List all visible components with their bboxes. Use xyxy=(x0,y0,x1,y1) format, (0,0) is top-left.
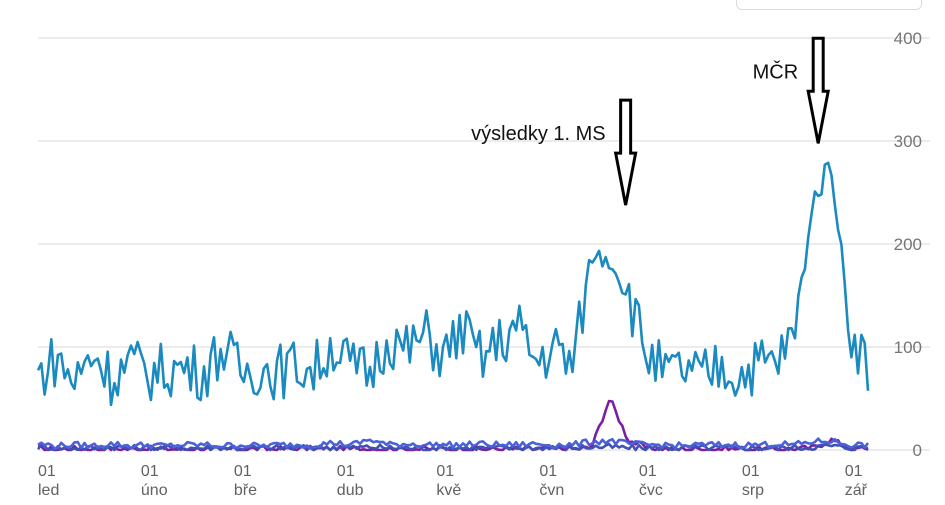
series-lines xyxy=(36,161,870,452)
y-tick-label: 300 xyxy=(894,132,922,151)
x-tick-day: 01 xyxy=(845,463,863,480)
y-axis-ticks: 400 300 200 100 0 xyxy=(894,29,922,460)
annotation-label: výsledky 1. MS xyxy=(471,123,605,145)
x-tick: 01 úno xyxy=(141,463,168,499)
x-tick-day: 01 xyxy=(38,463,56,480)
y-tick-label: 0 xyxy=(913,441,922,460)
x-tick-day: 01 xyxy=(539,463,557,480)
annotation-label: MČR xyxy=(753,60,799,83)
x-tick-month: čvn xyxy=(539,482,564,499)
x-tick-day: 01 xyxy=(742,463,760,480)
x-tick: 01 čvn xyxy=(539,463,564,499)
arrow-down-icon xyxy=(613,98,638,206)
x-tick-day: 01 xyxy=(234,463,252,480)
x-tick: 01 led xyxy=(38,463,59,499)
series-line xyxy=(37,437,870,450)
x-tick-month: čvc xyxy=(639,482,663,499)
annotation: MČR xyxy=(753,36,831,144)
x-tick-day: 01 xyxy=(639,463,657,480)
x-tick-day: 01 xyxy=(337,463,355,480)
x-tick: 01 bře xyxy=(234,463,257,499)
x-tick: 01 srp xyxy=(742,463,764,499)
y-tick-label: 200 xyxy=(894,235,922,254)
x-tick-day: 01 xyxy=(436,463,454,480)
chart-options-control[interactable] xyxy=(736,0,922,10)
x-tick: 01 kvě xyxy=(436,463,461,499)
annotations: výsledky 1. MS MČR xyxy=(471,36,831,206)
x-tick: 01 zář xyxy=(845,463,868,499)
x-tick-month: bře xyxy=(234,482,257,499)
x-tick-month: zář xyxy=(845,482,868,499)
x-tick-month: kvě xyxy=(436,482,461,499)
y-tick-label: 400 xyxy=(894,29,922,48)
annotation: výsledky 1. MS xyxy=(471,98,638,206)
x-tick-month: dub xyxy=(337,482,364,499)
arrow-down-icon xyxy=(806,36,831,144)
x-tick: 01 čvc xyxy=(639,463,663,499)
x-axis-ticks: 01 led 01 úno 01 bře 01 dub 01 kvě 01 čvn 01 čvc 01 srp… xyxy=(38,463,868,499)
x-tick: 01 dub xyxy=(337,463,364,499)
y-tick-label: 100 xyxy=(894,338,922,357)
x-tick-month: srp xyxy=(742,482,764,499)
x-tick-month: led xyxy=(38,482,59,499)
x-tick-month: úno xyxy=(141,482,168,499)
x-tick-day: 01 xyxy=(141,463,159,480)
series-line xyxy=(36,161,870,407)
